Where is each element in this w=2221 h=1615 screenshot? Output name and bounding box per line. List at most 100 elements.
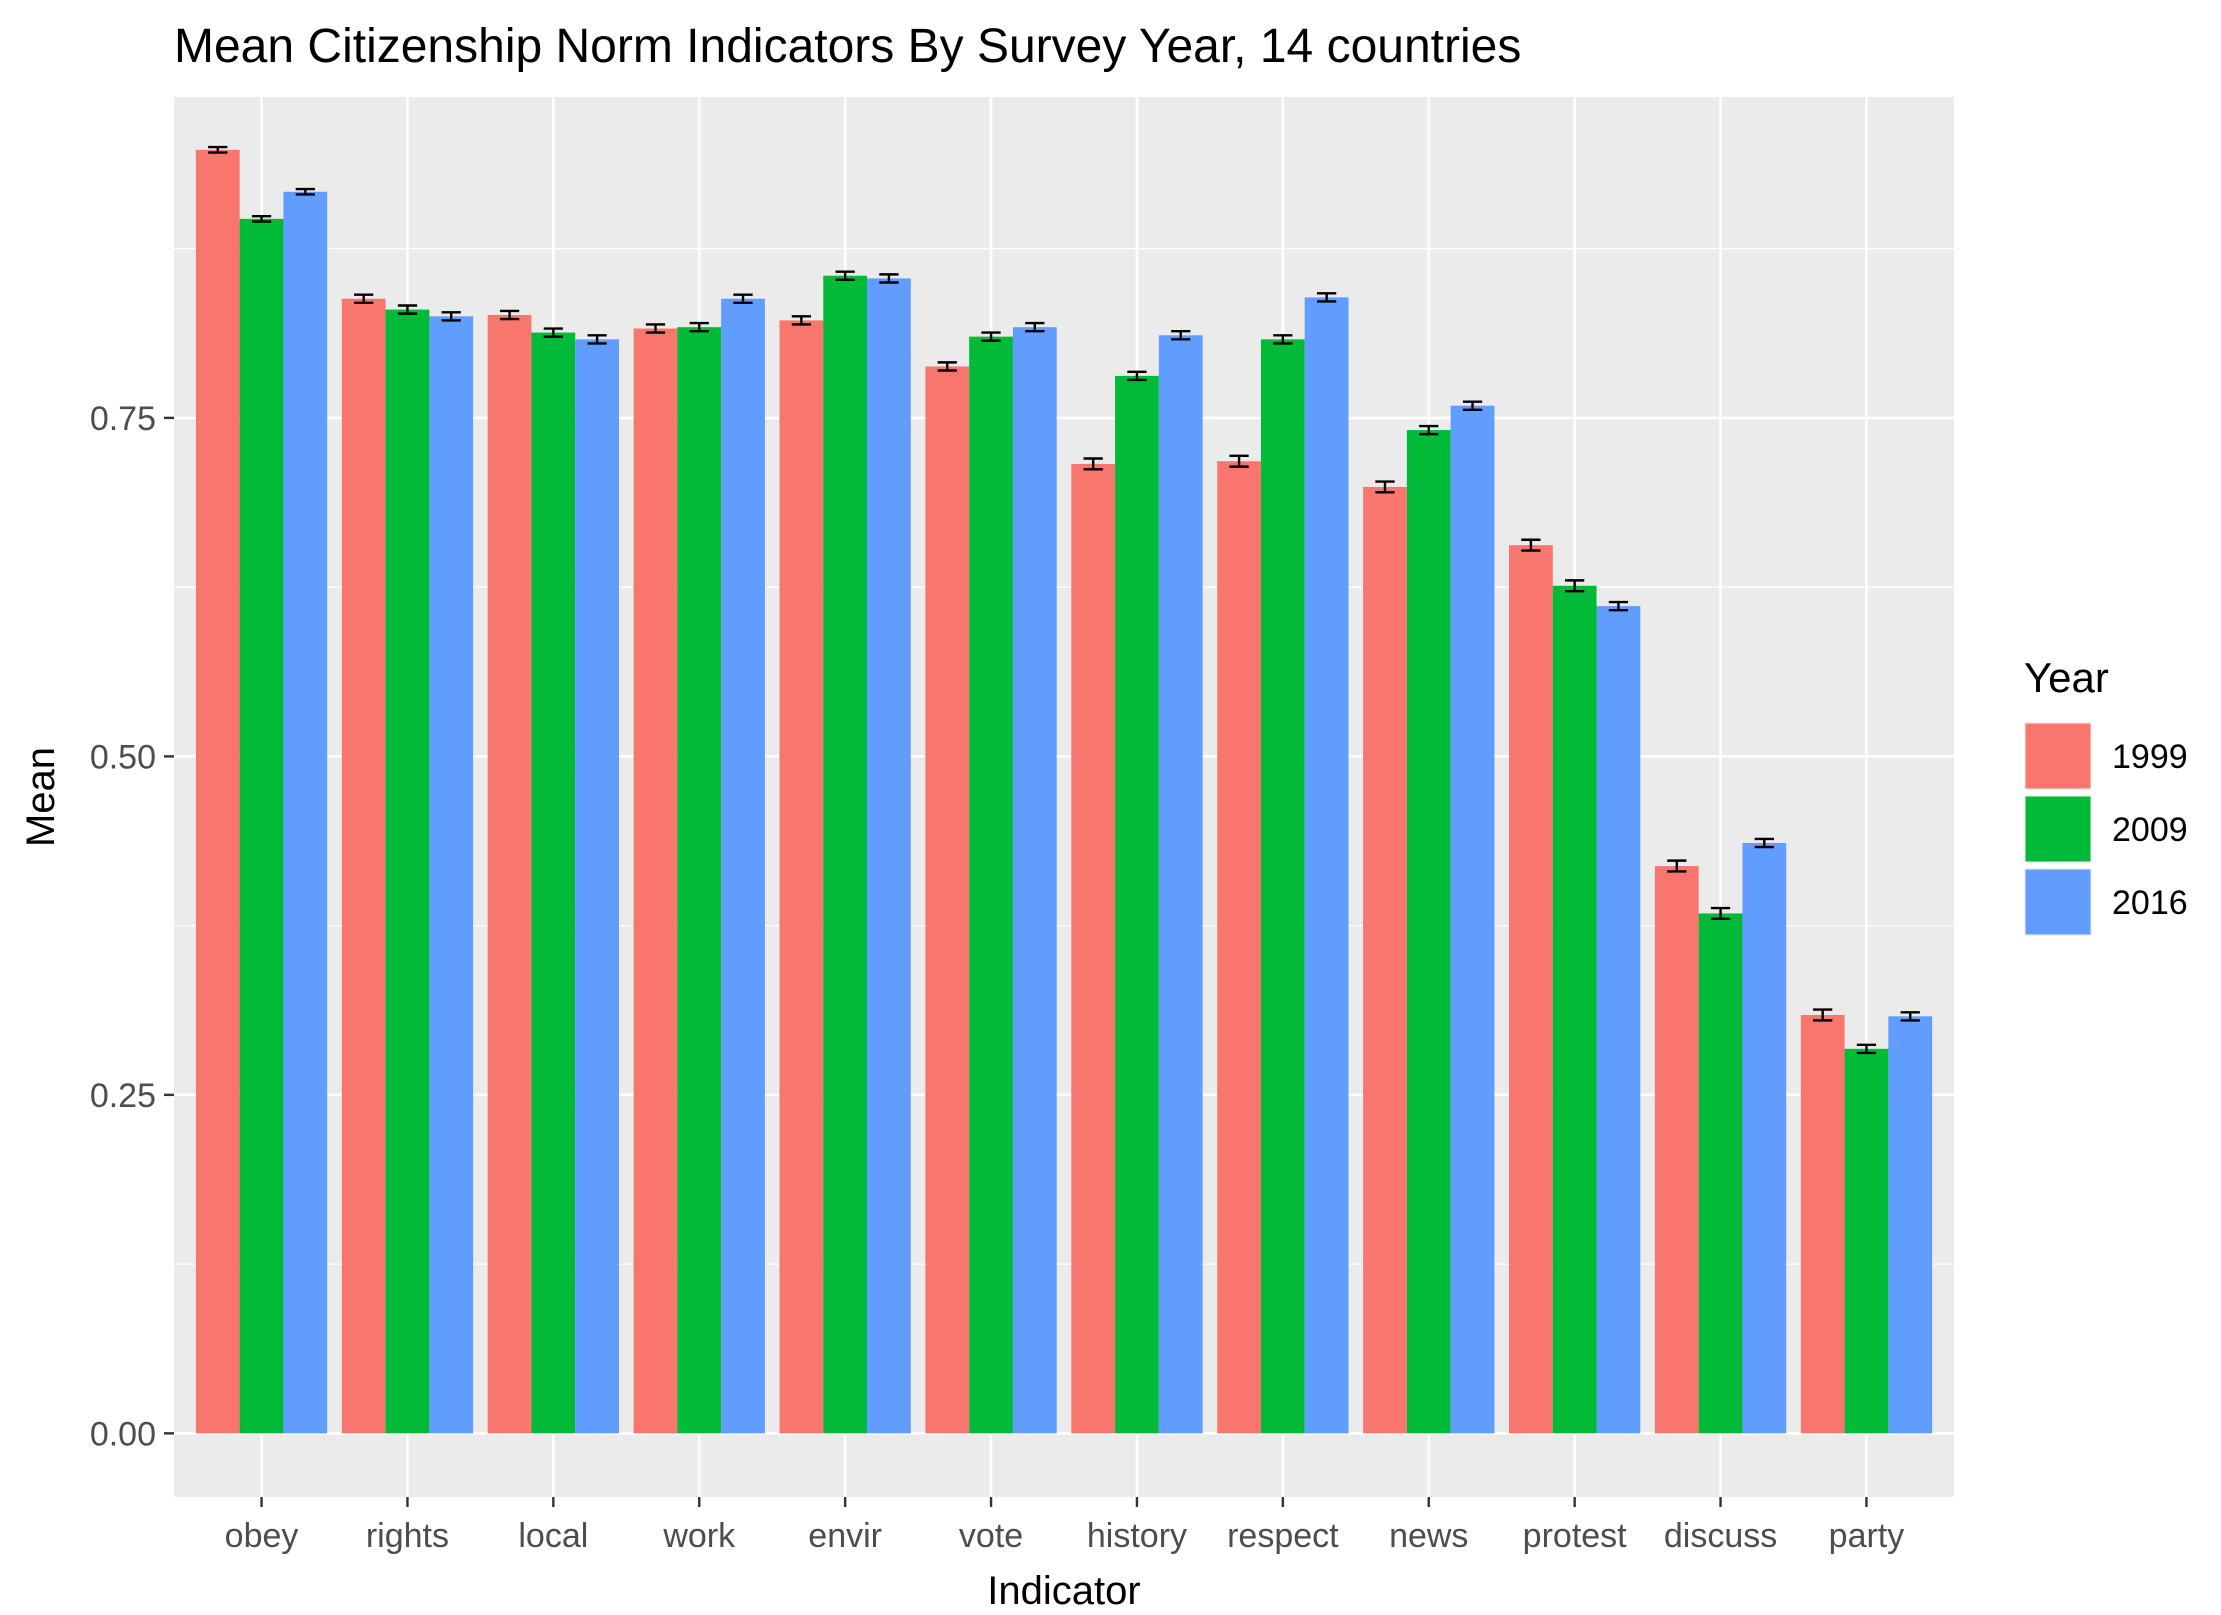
bar-rights-2009 [385, 309, 430, 1434]
bar-history-2016 [1158, 335, 1203, 1434]
bar-local-2016 [575, 339, 619, 1434]
error-bar-discuss-2016 [1754, 837, 1774, 849]
bars [195, 149, 1933, 1434]
error-bar-party-2016 [1900, 1011, 1920, 1022]
bar-obey-2009 [239, 218, 284, 1434]
bar-news-1999 [1363, 486, 1407, 1434]
legend-swatch [2025, 796, 2091, 862]
legend-item-1999: 1999 [2024, 722, 2188, 790]
error-bar-vote-1999 [937, 361, 957, 372]
bar-vote-2009 [969, 336, 1013, 1434]
x-tick-label-history: history [1087, 1517, 1187, 1555]
x-tick-label-party: party [1829, 1517, 1905, 1555]
error-bar-envir-2016 [879, 273, 899, 284]
y-tick-label: 0.75 [90, 400, 156, 438]
bar-obey-2016 [283, 191, 328, 1434]
x-axis: obey rights local work envir vote history respe… [225, 1497, 1905, 1555]
bar-news-2009 [1406, 430, 1451, 1434]
error-bar-history-2016 [1171, 330, 1191, 341]
error-bar-local-1999 [499, 309, 520, 321]
error-bar-party-1999 [1813, 1008, 1833, 1022]
legend-items: 1999 2009 2016 [2024, 722, 2188, 936]
bar-news-2016 [1450, 405, 1495, 1434]
bar-party-2009 [1844, 1048, 1889, 1434]
error-bar-history-2009 [1127, 370, 1147, 382]
error-bar-party-2009 [1856, 1043, 1877, 1055]
legend: Year 1999 2009 2016 [2024, 654, 2188, 936]
bar-envir-2009 [823, 275, 868, 1434]
x-tick-label-news: news [1389, 1517, 1468, 1555]
bar-envir-1999 [779, 320, 824, 1434]
legend-label: 2016 [2112, 884, 2188, 922]
error-bar-discuss-2009 [1710, 906, 1731, 921]
error-bar-respect-2009 [1273, 334, 1293, 345]
bar-history-1999 [1071, 463, 1116, 1434]
error-bar-rights-2016 [441, 311, 461, 322]
x-tick-label-protest: protest [1523, 1517, 1627, 1555]
x-tick-label-respect: respect [1227, 1517, 1339, 1555]
y-axis: 0.00 0.25 0.50 0.75 [90, 400, 174, 1453]
error-bar-obey-2009 [251, 214, 272, 223]
x-tick-label-vote: vote [959, 1517, 1023, 1555]
bar-party-1999 [1800, 1014, 1845, 1434]
error-bars [208, 145, 1920, 1055]
bar-respect-2016 [1304, 297, 1349, 1434]
legend-swatch [2025, 723, 2091, 789]
legend-title: Year [2024, 654, 2109, 701]
error-bar-work-2009 [689, 321, 709, 333]
error-bar-vote-2016 [1025, 321, 1045, 333]
bar-protest-1999 [1509, 545, 1553, 1434]
bar-work-2016 [721, 298, 765, 1434]
legend-label: 1999 [2112, 738, 2188, 776]
bar-work-2009 [677, 327, 722, 1434]
bar-history-2009 [1115, 375, 1159, 1434]
y-axis-title: Mean [19, 747, 63, 847]
bar-protest-2009 [1552, 585, 1597, 1434]
bar-vote-1999 [925, 366, 970, 1434]
bar-work-1999 [633, 328, 678, 1434]
bar-respect-2009 [1260, 339, 1305, 1434]
bar-party-2016 [1888, 1016, 1933, 1434]
x-axis-title: Indicator [987, 1569, 1140, 1613]
error-bar-work-1999 [645, 323, 666, 334]
error-bar-envir-2009 [835, 270, 855, 281]
bar-envir-2016 [867, 278, 911, 1434]
error-bar-protest-2016 [1608, 600, 1629, 612]
legend-item-2009: 2009 [2024, 795, 2188, 863]
bar-discuss-2009 [1698, 913, 1743, 1434]
x-tick-label-envir: envir [808, 1517, 882, 1555]
error-bar-history-1999 [1083, 457, 1103, 471]
bar-local-1999 [487, 314, 532, 1434]
bar-rights-1999 [341, 298, 386, 1434]
y-tick-label: 0.50 [90, 738, 156, 776]
error-bar-discuss-1999 [1667, 859, 1687, 873]
error-bar-local-2009 [543, 327, 563, 338]
bar-rights-2016 [429, 316, 474, 1434]
error-bar-news-2009 [1419, 424, 1439, 436]
bar-vote-2016 [1012, 327, 1057, 1434]
error-bar-respect-2016 [1316, 292, 1337, 303]
error-bar-rights-2009 [397, 304, 418, 315]
bar-discuss-1999 [1654, 866, 1699, 1434]
error-bar-protest-1999 [1521, 538, 1541, 552]
x-tick-label-work: work [662, 1517, 736, 1555]
error-bar-work-2016 [733, 293, 753, 305]
x-tick-label-obey: obey [225, 1517, 299, 1555]
legend-label: 2009 [2112, 811, 2188, 849]
error-bar-obey-2016 [295, 187, 315, 196]
bar-local-2009 [531, 332, 576, 1434]
bar-protest-2016 [1596, 606, 1641, 1434]
error-bar-vote-2009 [981, 331, 1001, 342]
error-bar-obey-1999 [208, 145, 228, 154]
chart-title: Mean Citizenship Norm Indicators By Surv… [174, 20, 1521, 73]
x-tick-label-discuss: discuss [1664, 1517, 1777, 1555]
error-bar-news-1999 [1375, 480, 1395, 494]
error-bar-respect-1999 [1229, 454, 1249, 468]
x-tick-label-rights: rights [366, 1517, 449, 1555]
y-tick-label: 0.00 [90, 1415, 156, 1453]
error-bar-local-2016 [587, 334, 607, 345]
error-bar-news-2016 [1462, 400, 1483, 411]
error-bar-envir-1999 [791, 315, 812, 326]
bar-discuss-2016 [1742, 843, 1787, 1434]
